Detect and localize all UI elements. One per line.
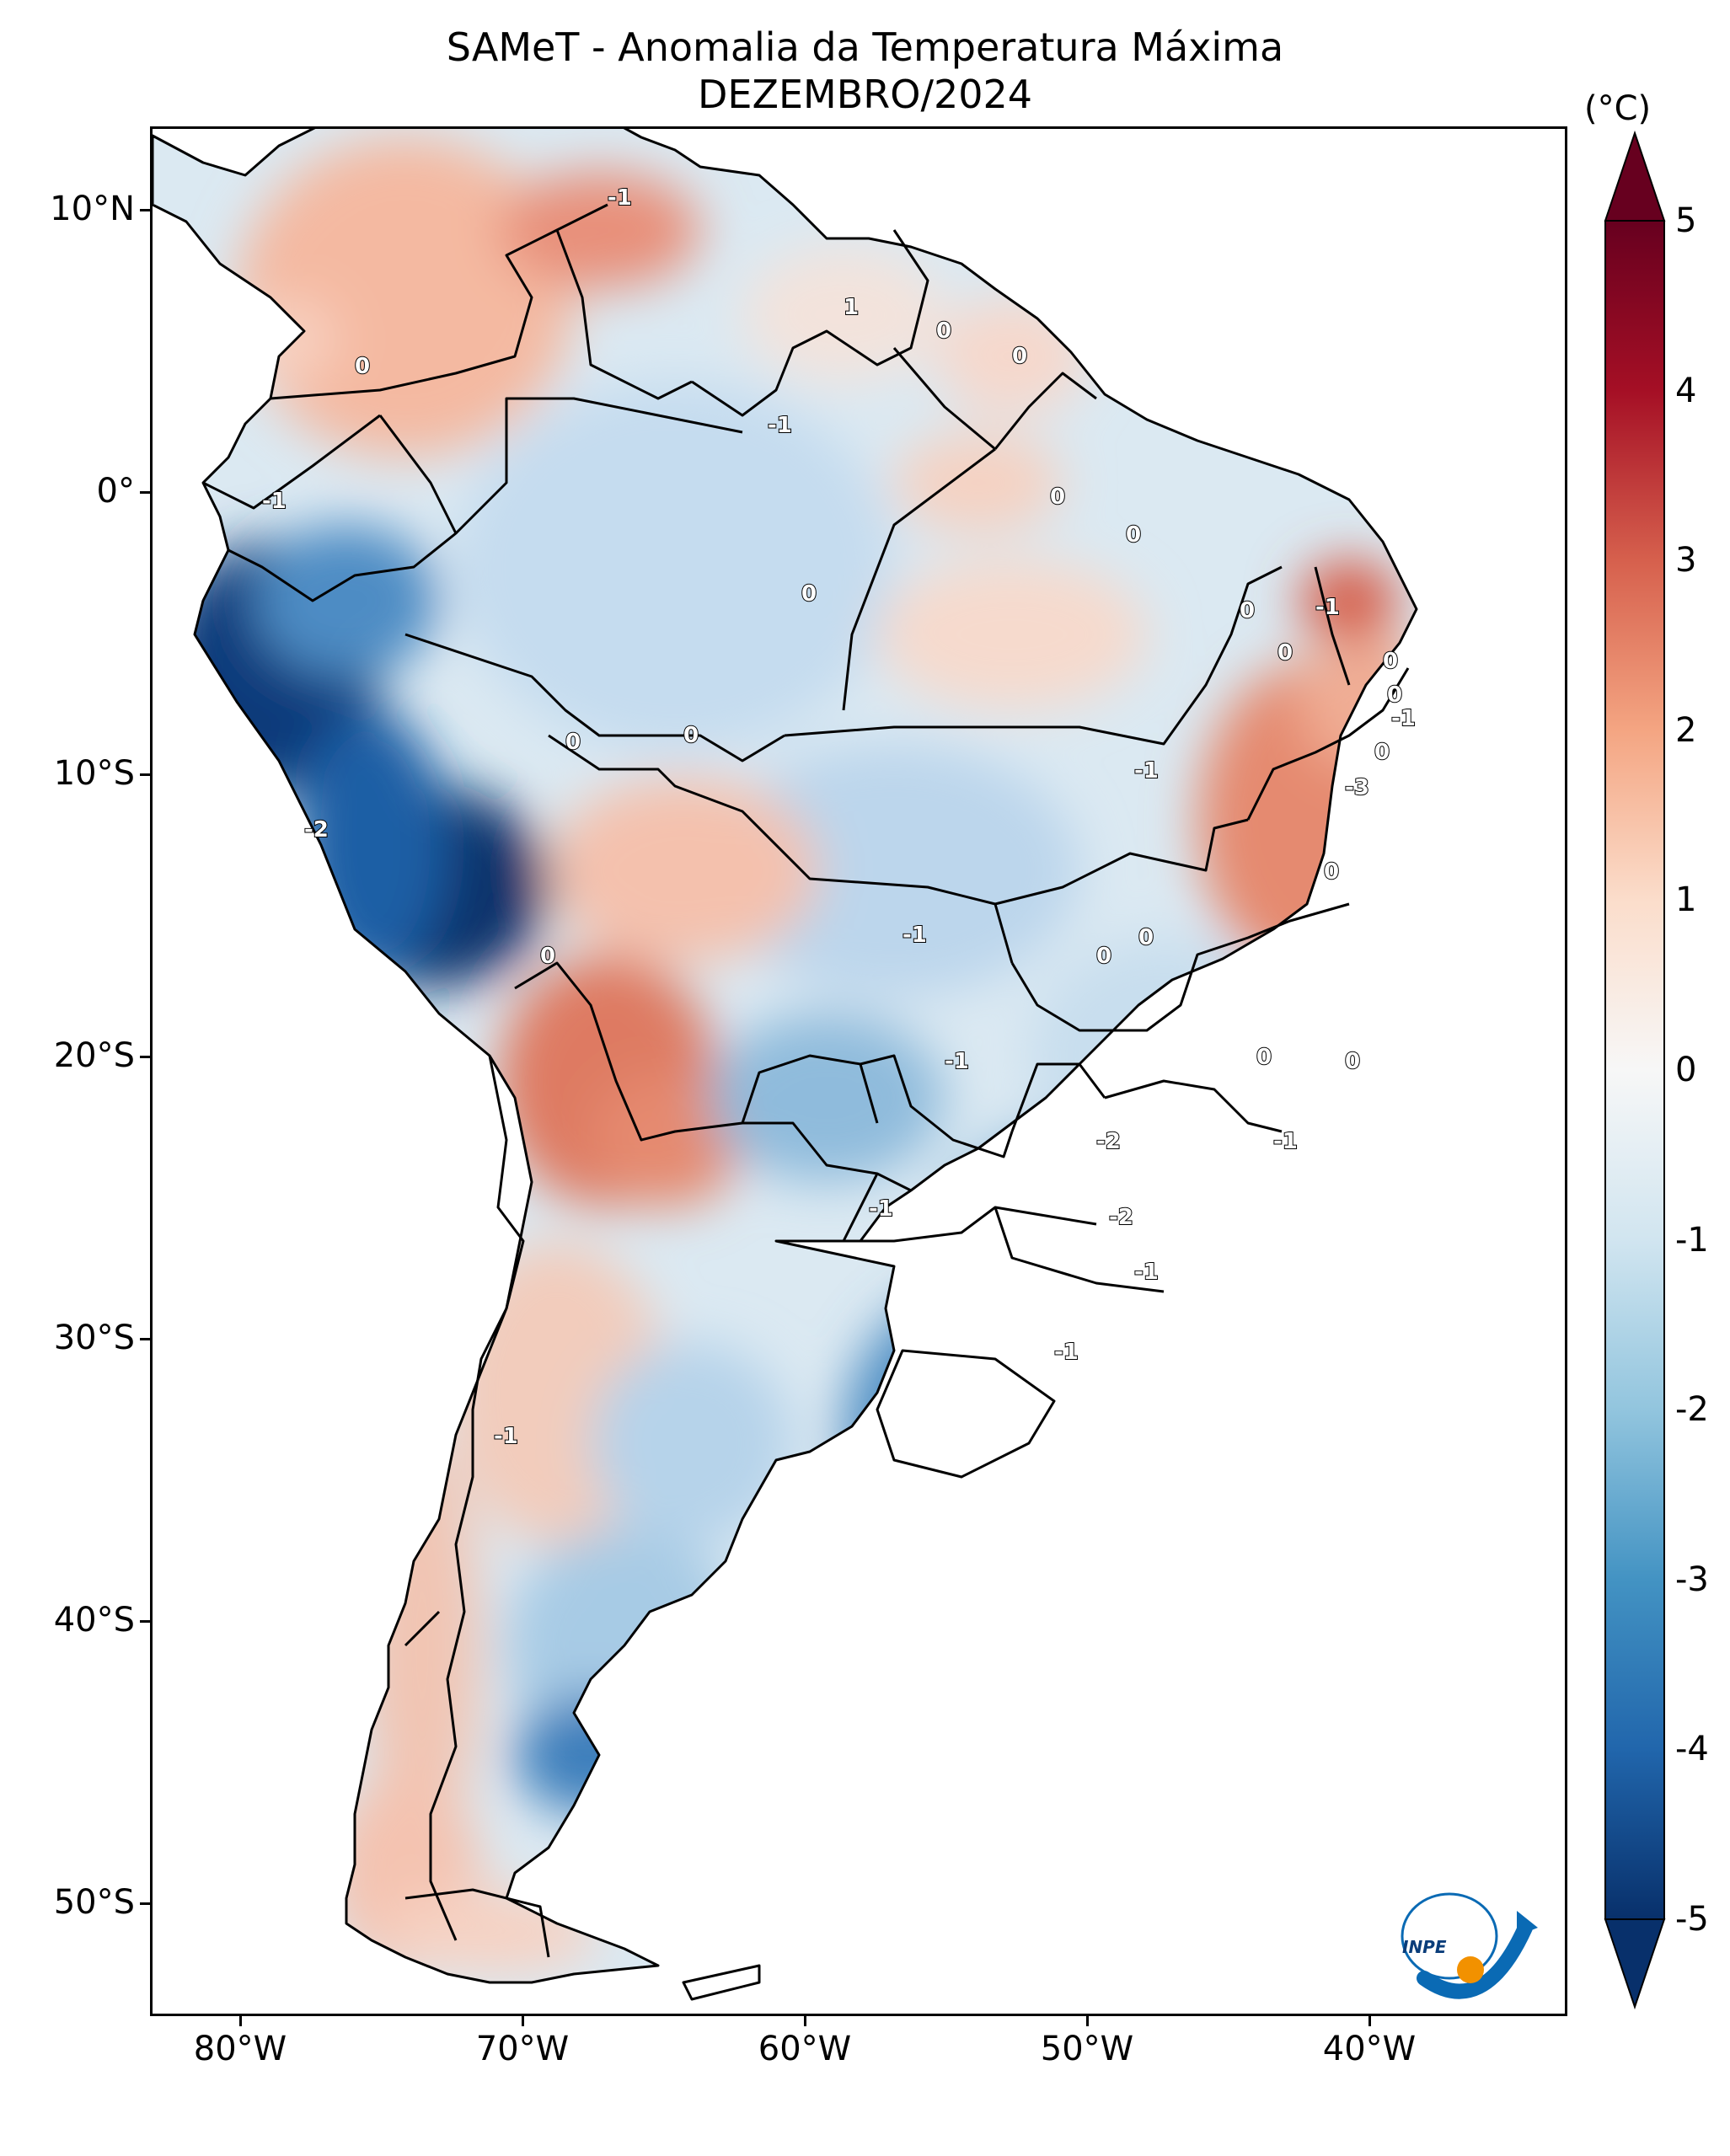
contour-label: 0 [1126, 522, 1141, 548]
colorbar-min-extend [1604, 1918, 1666, 2010]
ytick-mark [140, 1620, 150, 1623]
contour-label: -1 [1134, 1260, 1159, 1285]
contour-label: 0 [1387, 682, 1402, 708]
contour-label: -3 [1345, 775, 1369, 800]
contour-label: 0 [1345, 1049, 1360, 1074]
logo-orbit-icon [1401, 1892, 1498, 1980]
colorbar-unit: (°C) [1584, 89, 1652, 128]
colorbar-label-5: 5 [1675, 201, 1697, 240]
contour-label: 0 [540, 944, 555, 969]
ytick-mark [140, 773, 150, 776]
contour-label: -1 [869, 1196, 893, 1222]
contour-label: 0 [1374, 740, 1390, 765]
xtick-mark [522, 2016, 524, 2026]
contour-label: 0 [1138, 925, 1154, 950]
ytick-label-50s: 50°S [53, 1883, 135, 1922]
logo-text: INPE [1402, 1937, 1447, 1957]
xtick-mark [804, 2016, 806, 2026]
contour-label: -1 [945, 1049, 969, 1074]
xtick-label-40w: 40°W [1322, 2030, 1417, 2068]
logo-sun-icon [1457, 1956, 1484, 1983]
contour-label: 0 [801, 581, 817, 607]
contour-label: 1 [844, 295, 859, 320]
chart-title: SAMeT - Anomalia da Temperatura Máxima D… [0, 24, 1730, 118]
contour-label: -1 [262, 489, 287, 514]
xtick-mark [1086, 2016, 1089, 2026]
contour-label: 0 [1256, 1045, 1272, 1070]
colorbar-label-neg3: -3 [1675, 1560, 1709, 1599]
contour-label: -1 [768, 413, 792, 438]
colorbar-label-2: 2 [1675, 711, 1697, 750]
title-line-1: SAMeT - Anomalia da Temperatura Máxima [446, 24, 1284, 70]
contour-label: -1 [1273, 1129, 1298, 1154]
contour-label: -1 [608, 185, 632, 211]
contour-label: -2 [1096, 1129, 1121, 1154]
contour-labels: -1 1 0 0 0 -1 0 0 0 -1 0 -1 0 0 0 -1 0 -… [261, 185, 1417, 1450]
ytick-label-30s: 30°S [53, 1319, 135, 1357]
colorbar-label-neg2: -2 [1675, 1390, 1709, 1429]
contour-label: 0 [1277, 640, 1293, 666]
contour-label: -1 [902, 923, 927, 948]
ytick-label-10n: 10°N [50, 190, 135, 228]
colorbar-label-4: 4 [1675, 372, 1697, 410]
contour-label: 0 [1324, 859, 1339, 885]
logo-arrow-icon [1517, 1911, 1538, 1936]
ytick-mark [140, 1056, 150, 1058]
ytick-label-40s: 40°S [53, 1601, 135, 1640]
contour-label: -2 [304, 817, 329, 843]
inpe-logo: INPE [1401, 1892, 1538, 1999]
contour-label: -2 [1109, 1205, 1133, 1230]
contour-label: 0 [1012, 344, 1027, 369]
contour-label: 0 [1383, 649, 1398, 674]
ytick-label-10s: 10°S [53, 754, 135, 793]
contour-label: -1 [1054, 1340, 1079, 1365]
xtick-label-50w: 50°W [1040, 2030, 1134, 2068]
contour-label: -1 [1315, 595, 1340, 620]
ytick-mark [140, 1902, 150, 1905]
colorbar [1604, 130, 1666, 2010]
title-line-2: DEZEMBRO/2024 [697, 72, 1033, 117]
xtick-mark [239, 2016, 242, 2026]
xtick-mark [1368, 2016, 1371, 2026]
map-panel: -1 1 0 0 0 -1 0 0 0 -1 0 -1 0 0 0 -1 0 -… [150, 126, 1567, 2016]
colorbar-gradient [1604, 220, 1665, 1920]
ytick-mark [140, 209, 150, 211]
colorbar-max-extend [1604, 130, 1666, 222]
ytick-mark [140, 491, 150, 494]
contour-label: -1 [1134, 758, 1159, 784]
contour-label: 0 [683, 723, 699, 748]
ytick-mark [140, 1338, 150, 1340]
colorbar-label-3: 3 [1675, 541, 1697, 580]
south-america-anomaly-map: -1 1 0 0 0 -1 0 0 0 -1 0 -1 0 0 0 -1 0 -… [153, 129, 1418, 2001]
contour-label: -1 [494, 1424, 518, 1449]
contour-label: 0 [1050, 484, 1065, 510]
contour-label: 0 [1240, 598, 1255, 623]
colorbar-label-1: 1 [1675, 880, 1697, 919]
contour-label: 0 [1096, 944, 1111, 969]
xtick-label-70w: 70°W [475, 2030, 570, 2068]
country-borders [153, 129, 1418, 2001]
ytick-label-20s: 20°S [53, 1036, 135, 1075]
xtick-label-80w: 80°W [193, 2030, 287, 2068]
contour-label: 0 [936, 318, 951, 344]
contour-label: 0 [565, 730, 581, 755]
ytick-label-0: 0° [96, 472, 135, 511]
colorbar-label-neg4: -4 [1675, 1730, 1709, 1768]
contour-label: 0 [355, 354, 370, 379]
colorbar-label-neg1: -1 [1675, 1221, 1709, 1260]
colorbar-label-neg5: -5 [1675, 1900, 1709, 1939]
xtick-label-60w: 60°W [758, 2030, 852, 2068]
colorbar-label-0: 0 [1675, 1051, 1697, 1089]
contour-label: -1 [1391, 706, 1416, 731]
